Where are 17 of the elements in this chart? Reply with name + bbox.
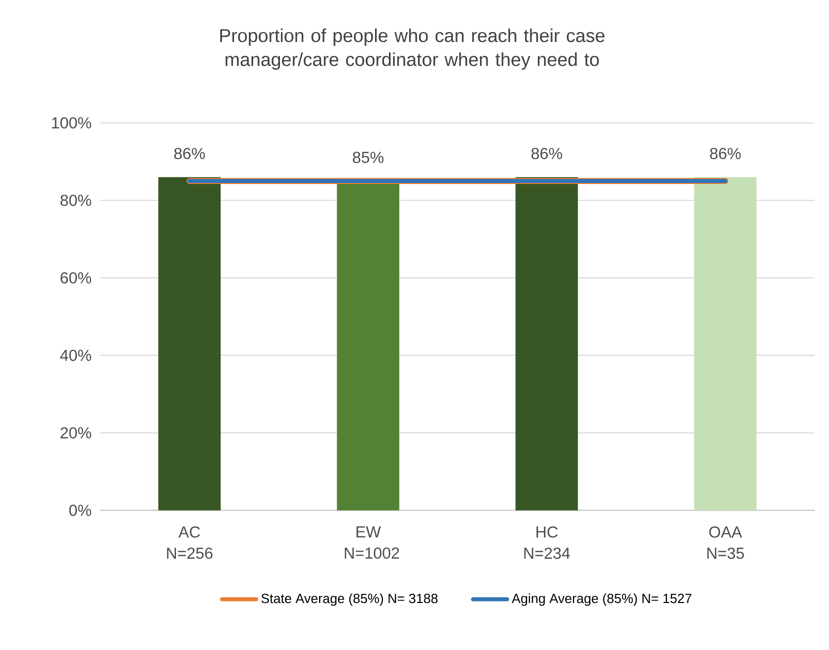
y-tick-label: 40% [60, 350, 92, 361]
data-label: 86% [174, 148, 205, 160]
y-tick-label: 0% [69, 504, 92, 516]
legend-label: State Average (85%) N= 3188 [261, 593, 438, 606]
y-tick-label: 100% [52, 117, 92, 128]
data-label: 86% [531, 148, 562, 160]
y-tick-label: 60% [60, 272, 92, 284]
y-tick-label: 80% [60, 194, 92, 206]
legend-label: Aging Average (85%) N= 1527 [512, 593, 692, 606]
x-tick-label: HC N=234 [524, 526, 570, 559]
x-tick-label: AC N=256 [167, 526, 212, 559]
y-tick-label: 20% [60, 427, 92, 438]
data-label: 86% [710, 148, 741, 160]
chart-title: Proportion of people who can reach their case manager/care coordinator when they need to [220, 28, 604, 70]
x-tick-label: EW N=1002 [344, 526, 400, 559]
data-label: 85% [352, 152, 384, 163]
x-tick-label: OAA N=35 [707, 526, 744, 559]
